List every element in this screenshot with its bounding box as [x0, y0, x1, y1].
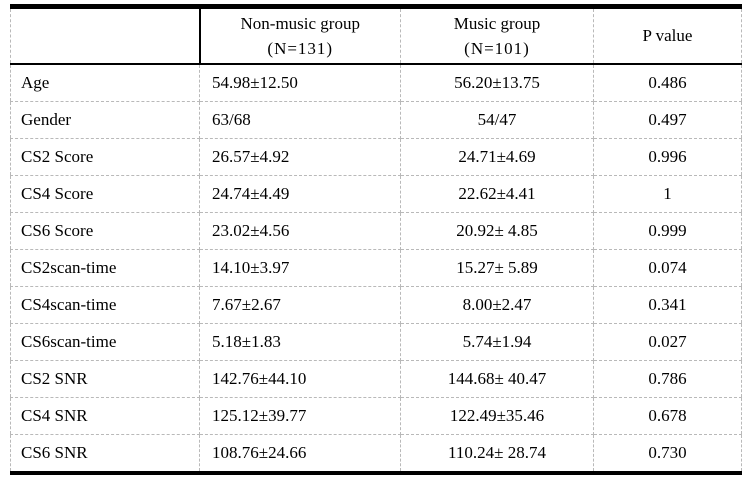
row-label: CS6 SNR — [10, 434, 200, 474]
p-value: 0.678 — [593, 397, 742, 435]
non-music-value: 7.67±2.67 — [199, 286, 401, 324]
p-value: 0.497 — [593, 101, 742, 139]
header-group-name: Music group — [453, 13, 541, 33]
music-value: 15.27± 5.89 — [400, 249, 594, 287]
p-value: 0.074 — [593, 249, 742, 287]
header-non-music-group: Non-music group (N=131) — [199, 6, 401, 65]
header-group-n: (N=131) — [267, 39, 334, 58]
p-value: 0.730 — [593, 434, 742, 474]
row-label: Age — [10, 64, 200, 102]
row-label: Gender — [10, 101, 200, 139]
non-music-value: 24.74±4.49 — [199, 175, 401, 213]
music-value: 20.92± 4.85 — [400, 212, 594, 250]
statistics-table: Non-music group (N=131) Music group (N=1… — [10, 4, 742, 475]
non-music-value: 54.98±12.50 — [199, 64, 401, 102]
p-value: 0.486 — [593, 64, 742, 102]
music-value: 144.68± 40.47 — [400, 360, 594, 398]
table-row: CS2 Score 26.57±4.92 24.71±4.69 0.996 — [10, 138, 742, 176]
non-music-value: 63/68 — [199, 101, 401, 139]
row-label: CS2 SNR — [10, 360, 200, 398]
music-value: 110.24± 28.74 — [400, 434, 594, 474]
header-music-group: Music group (N=101) — [400, 6, 594, 65]
table-row: Gender 63/68 54/47 0.497 — [10, 101, 742, 139]
table-header: Non-music group (N=131) Music group (N=1… — [10, 6, 742, 65]
music-value: 8.00±2.47 — [400, 286, 594, 324]
music-value: 54/47 — [400, 101, 594, 139]
row-label: CS4 Score — [10, 175, 200, 213]
table-row: CS2scan-time 14.10±3.97 15.27± 5.89 0.07… — [10, 249, 742, 287]
table-body: Age 54.98±12.50 56.20±13.75 0.486 Gender… — [10, 64, 742, 474]
non-music-value: 26.57±4.92 — [199, 138, 401, 176]
row-label: CS6 Score — [10, 212, 200, 250]
table-row: CS4scan-time 7.67±2.67 8.00±2.47 0.341 — [10, 286, 742, 324]
header-group-n: (N=101) — [464, 39, 530, 58]
non-music-value: 5.18±1.83 — [199, 323, 401, 361]
p-value: 0.341 — [593, 286, 742, 324]
p-value: 0.996 — [593, 138, 742, 176]
row-label: CS4 SNR — [10, 397, 200, 435]
table-row: Age 54.98±12.50 56.20±13.75 0.486 — [10, 64, 742, 102]
row-label: CS6scan-time — [10, 323, 200, 361]
table-row: CS6 Score 23.02±4.56 20.92± 4.85 0.999 — [10, 212, 742, 250]
music-value: 22.62±4.41 — [400, 175, 594, 213]
table-row: CS6scan-time 5.18±1.83 5.74±1.94 0.027 — [10, 323, 742, 361]
non-music-value: 14.10±3.97 — [199, 249, 401, 287]
p-value: 0.999 — [593, 212, 742, 250]
table-row: CS2 SNR 142.76±44.10 144.68± 40.47 0.786 — [10, 360, 742, 398]
header-p-value: P value — [593, 6, 742, 65]
p-value: 1 — [593, 175, 742, 213]
non-music-value: 142.76±44.10 — [199, 360, 401, 398]
music-value: 122.49±35.46 — [400, 397, 594, 435]
table-row: CS4 Score 24.74±4.49 22.62±4.41 1 — [10, 175, 742, 213]
music-value: 24.71±4.69 — [400, 138, 594, 176]
p-value: 0.027 — [593, 323, 742, 361]
music-value: 56.20±13.75 — [400, 64, 594, 102]
non-music-value: 23.02±4.56 — [199, 212, 401, 250]
non-music-value: 125.12±39.77 — [199, 397, 401, 435]
header-empty-cell — [10, 6, 201, 65]
row-label: CS4scan-time — [10, 286, 200, 324]
header-group-name: Non-music group — [240, 13, 360, 33]
row-label: CS2scan-time — [10, 249, 200, 287]
header-row: Non-music group (N=131) Music group (N=1… — [10, 6, 742, 65]
row-label: CS2 Score — [10, 138, 200, 176]
non-music-value: 108.76±24.66 — [199, 434, 401, 474]
table-row: CS6 SNR 108.76±24.66 110.24± 28.74 0.730 — [10, 434, 742, 474]
p-value: 0.786 — [593, 360, 742, 398]
music-value: 5.74±1.94 — [400, 323, 594, 361]
table-row: CS4 SNR 125.12±39.77 122.49±35.46 0.678 — [10, 397, 742, 435]
